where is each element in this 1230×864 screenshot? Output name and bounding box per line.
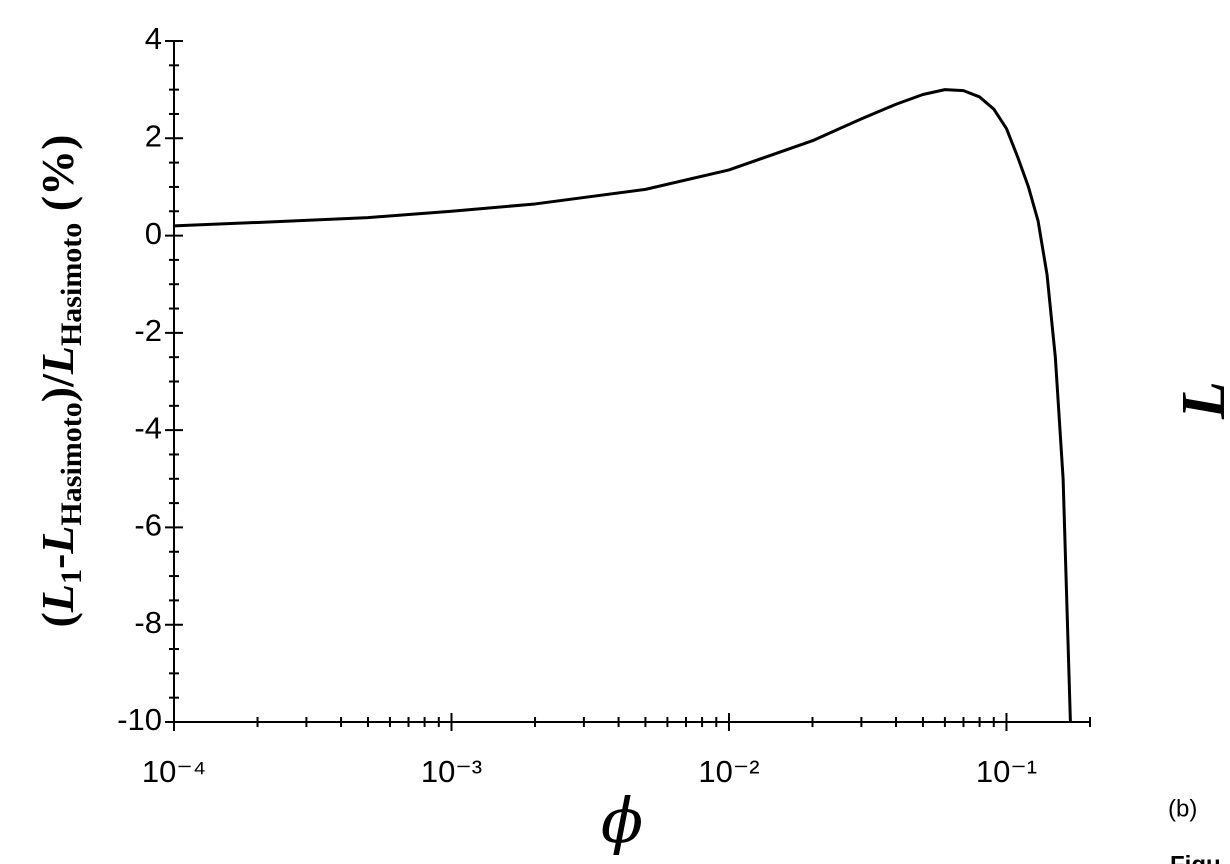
y-tick-label: 4 [145,21,162,56]
y-tick-label: -6 [134,508,162,543]
line [173,88,1072,723]
y-tick-label: -4 [134,410,162,445]
y-tick-label: -10 [117,702,162,737]
x-tick-label: 10⁻⁴ [142,754,206,789]
y-tick-label: 2 [145,118,162,153]
y-tick-label: 0 [145,216,162,251]
y-tick-label: -2 [134,313,162,348]
x-tick-label: 10⁻² [698,754,759,789]
x-tick-label: 10⁻¹ [976,754,1037,789]
annotation: L [1170,381,1230,420]
annotation: Figu [1170,851,1221,864]
x-axis-label: ϕ [601,784,643,857]
y-axis-label: (L1-LHasimoto)/LHasimoto (%) [32,135,88,628]
x-tick-label: 10⁻³ [421,754,482,789]
y-tick-label: -8 [134,605,162,640]
annotation: (b) [1168,795,1197,822]
